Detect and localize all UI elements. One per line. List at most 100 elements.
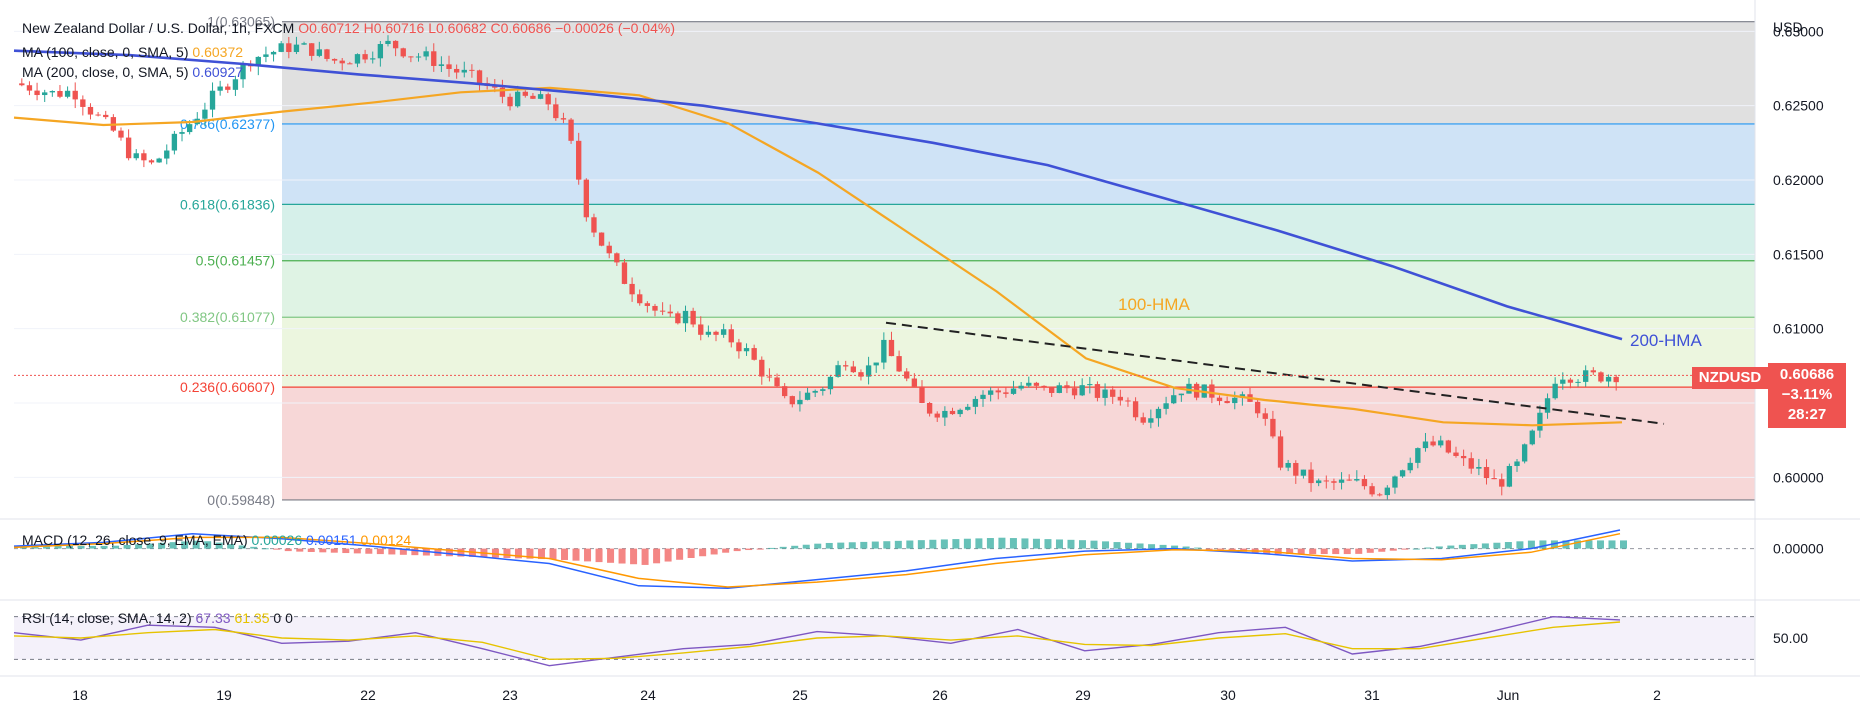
macd-histogram-bar xyxy=(376,548,384,555)
macd-histogram-bar xyxy=(963,538,971,549)
macd-histogram-bar xyxy=(572,548,580,561)
macd-histogram-bar xyxy=(837,542,845,549)
candle-body xyxy=(1026,382,1032,386)
candle-body xyxy=(347,63,353,65)
macd-histogram-bar xyxy=(1447,545,1455,549)
high-value: H0.60716 xyxy=(363,20,425,36)
last-price-tag: 0.60686 −3.11% 28:27 xyxy=(1768,363,1846,428)
candle-body xyxy=(1262,413,1268,419)
candle-body xyxy=(301,43,307,45)
macd-histogram-bar xyxy=(906,540,914,549)
candle-body xyxy=(1056,385,1062,393)
macd-histogram-bar xyxy=(284,548,292,552)
candle-body xyxy=(1590,370,1596,373)
candles xyxy=(19,35,1619,500)
macd-histogram-bar xyxy=(825,542,833,549)
candle-body xyxy=(148,160,155,163)
time-tick-label: 19 xyxy=(216,687,232,703)
candle-body xyxy=(568,119,574,141)
candle-body xyxy=(408,56,414,58)
candle-body xyxy=(72,90,78,100)
candle-body xyxy=(911,378,918,387)
macd-histogram-bar xyxy=(43,545,51,549)
macd-histogram-bar xyxy=(1009,538,1017,549)
bar-countdown: 28:27 xyxy=(1787,406,1827,423)
macd-histogram-bar xyxy=(1067,539,1075,549)
macd-histogram-bar xyxy=(1585,540,1593,549)
candle-body xyxy=(186,124,193,133)
macd-histogram-bar xyxy=(1343,548,1351,555)
candle-body xyxy=(926,402,933,414)
macd-histogram-bar xyxy=(1378,548,1386,552)
ma100-label: MA (100, close, 0, SMA, 5) xyxy=(22,44,189,60)
candle-body xyxy=(324,49,330,59)
candle-body xyxy=(255,56,261,67)
candle-body xyxy=(865,365,872,377)
candle-body xyxy=(316,49,322,56)
candle-body xyxy=(339,60,345,64)
macd-histogram-bar xyxy=(250,546,258,549)
open-value: O0.60712 xyxy=(298,20,360,36)
macd-histogram-bar xyxy=(503,548,511,558)
candle-body xyxy=(789,396,795,405)
macd-histogram-bar xyxy=(871,541,879,549)
candle-body xyxy=(492,85,498,88)
macd-histogram-bar xyxy=(1504,542,1512,549)
macd-histogram-bar xyxy=(1412,548,1420,550)
macd-histogram-bar xyxy=(1182,546,1190,549)
macd-histogram-bar xyxy=(1228,548,1236,551)
candle-body xyxy=(362,54,368,60)
candle-body xyxy=(743,348,750,352)
macd-histogram-bar xyxy=(1435,546,1443,549)
macd-histogram-bar xyxy=(330,548,338,553)
macd-histogram-bar xyxy=(710,548,718,555)
macd-histogram-bar xyxy=(261,548,269,550)
candle-body xyxy=(537,94,544,99)
candle-body xyxy=(881,339,887,363)
candle-body xyxy=(644,303,651,306)
candle-body xyxy=(125,137,132,159)
candle-body xyxy=(1583,370,1589,382)
candle-body xyxy=(118,130,124,138)
macd-histogram-bar xyxy=(365,548,373,554)
candle-body xyxy=(1300,469,1307,476)
candle-body xyxy=(1117,396,1123,401)
macd-histogram-bar xyxy=(641,548,649,565)
ma100-line xyxy=(13,86,1623,427)
candle-body xyxy=(1064,385,1070,389)
macd-histogram-bar xyxy=(687,548,695,559)
candle-body xyxy=(820,389,826,391)
fib-label: 0.5(0.61457) xyxy=(196,253,275,269)
time-tick-label: 26 xyxy=(932,687,948,703)
candle-body xyxy=(698,324,704,335)
macd-histogram-bar xyxy=(307,548,315,552)
candle-body xyxy=(728,329,734,343)
macd-histogram-bar xyxy=(1078,540,1086,549)
macd-histogram-bar xyxy=(561,548,569,560)
candle-body xyxy=(522,91,528,96)
ma200-line xyxy=(13,49,1623,341)
last-price: 0.60686 xyxy=(1779,366,1835,383)
candle-body xyxy=(705,331,712,335)
rsi-value-1: 67.33 xyxy=(195,610,231,626)
candle-body xyxy=(1460,455,1467,459)
candle-body xyxy=(133,153,139,159)
candle-body xyxy=(675,313,681,324)
macd-histogram-bar xyxy=(1136,543,1144,549)
candle-body xyxy=(560,118,567,120)
candle-body xyxy=(1331,481,1337,483)
macd-histogram-bar xyxy=(411,548,419,556)
macd-histogram-bar xyxy=(745,548,753,551)
candle-body xyxy=(919,386,925,403)
price-tick-label: 0.61500 xyxy=(1773,246,1824,262)
candle-body xyxy=(1308,469,1314,484)
macd-histogram-bar xyxy=(860,541,868,549)
time-tick-label: 18 xyxy=(72,687,88,703)
candle-body xyxy=(1216,397,1223,401)
candle-body xyxy=(95,114,101,116)
macd-histogram-bar xyxy=(1539,540,1547,549)
candle-body xyxy=(545,94,551,105)
macd-histogram-bar xyxy=(848,542,856,549)
macd-histogram-bar xyxy=(1297,548,1305,555)
